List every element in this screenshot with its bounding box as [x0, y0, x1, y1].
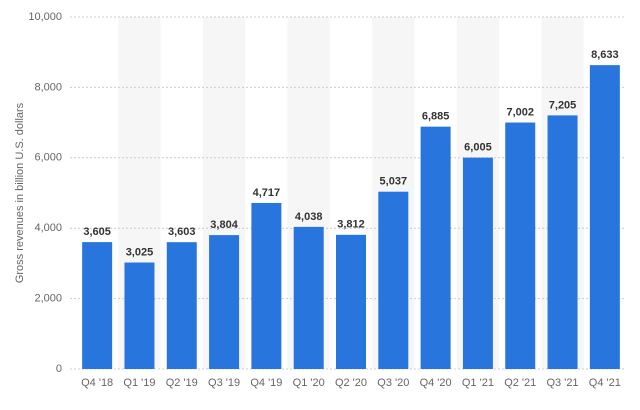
x-tick-label: Q3 '20 — [377, 377, 409, 389]
bar — [336, 234, 366, 369]
x-tick-label: Q2 '20 — [335, 377, 367, 389]
bar — [209, 235, 240, 369]
bar — [462, 157, 493, 369]
value-label: 3,605 — [83, 226, 111, 238]
value-label: 3,812 — [337, 219, 365, 231]
x-tick-label: Q4 '19 — [250, 377, 282, 389]
bar — [589, 65, 620, 369]
bar — [293, 226, 324, 369]
bar — [166, 242, 197, 369]
value-label: 3,804 — [210, 219, 238, 231]
value-label: 4,038 — [295, 211, 323, 223]
value-label: 8,633 — [591, 49, 619, 61]
bar — [547, 115, 578, 369]
value-label: 7,205 — [549, 99, 577, 111]
x-tick-label: Q1 '19 — [123, 377, 155, 389]
x-tick-label: Q3 '21 — [546, 377, 578, 389]
bar — [420, 126, 451, 369]
x-tick-label: Q3 '19 — [208, 377, 240, 389]
value-label: 4,717 — [253, 187, 281, 199]
value-label: 3,025 — [126, 246, 154, 258]
y-tick-label: 0 — [56, 363, 62, 375]
value-label: 5,037 — [380, 176, 408, 188]
bar — [124, 262, 155, 369]
value-label: 6,005 — [464, 142, 492, 154]
value-label: 3,603 — [168, 226, 196, 238]
bar — [251, 202, 282, 369]
x-tick-label: Q4 '20 — [420, 377, 452, 389]
y-tick-label: 2,000 — [34, 293, 62, 305]
bar — [378, 191, 409, 369]
bar — [82, 242, 113, 369]
bar — [505, 122, 536, 369]
y-axis-title: Gross revenues in billion U.S. dollars — [14, 102, 26, 283]
x-tick-label: Q1 '21 — [462, 377, 494, 389]
value-label: 7,002 — [506, 106, 534, 118]
y-tick-label: 8,000 — [34, 81, 62, 93]
y-tick-label: 4,000 — [34, 222, 62, 234]
x-tick-label: Q4 '18 — [81, 377, 113, 389]
value-label: 6,885 — [422, 111, 450, 123]
x-tick-label: Q4 '21 — [589, 377, 621, 389]
x-tick-label: Q1 '20 — [293, 377, 325, 389]
x-tick-label: Q2 '21 — [504, 377, 536, 389]
y-tick-label: 10,000 — [28, 11, 62, 23]
x-tick-label: Q2 '19 — [166, 377, 198, 389]
y-tick-label: 6,000 — [34, 152, 62, 164]
